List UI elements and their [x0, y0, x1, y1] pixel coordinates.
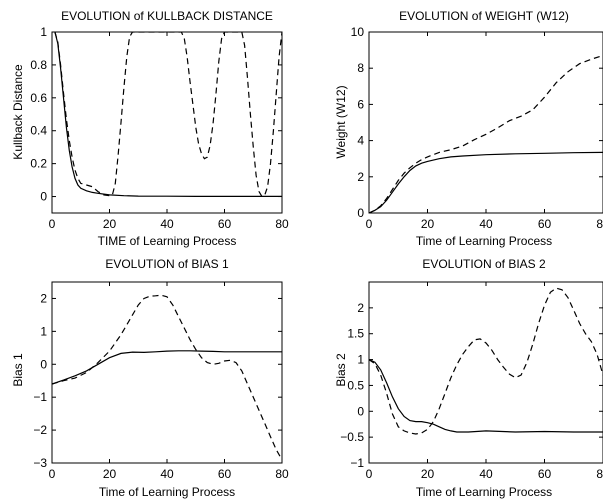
y-axis-label: Weight (W12)	[334, 85, 348, 158]
x-tick-label: 60	[538, 467, 552, 481]
y-tick-label: 1	[40, 324, 47, 338]
y-tick-label: −1	[33, 390, 47, 404]
series-line-dashed	[54, 32, 282, 198]
x-tick-label: 20	[103, 217, 117, 231]
y-tick-label: 1	[357, 353, 364, 367]
x-tick-label: 80	[275, 467, 289, 481]
subplot-bias1: EVOLUTION of BIAS 1 Time of Learning Pro…	[11, 257, 289, 499]
x-tick-label: 0	[366, 467, 373, 481]
series-group	[54, 32, 282, 198]
x-ticks: 0 20 40 60 80	[366, 282, 603, 481]
y-tick-label: 0.8	[30, 58, 47, 72]
y-tick-label: 0	[40, 357, 47, 371]
y-tick-label: 1	[40, 25, 47, 39]
x-ticks: 0 20 40 60 80	[49, 282, 289, 481]
y-ticks: −1 −0.5 0 0.5 1 1.5 2	[340, 301, 603, 470]
x-tick-label: 80	[275, 217, 289, 231]
y-ticks: 0 2 4 6 8 10	[351, 25, 603, 220]
x-axis-label: Time of Learning Process	[99, 485, 235, 499]
x-tick-label: 60	[538, 217, 552, 231]
y-tick-label: 1.5	[347, 327, 364, 341]
y-ticks: −3 −2 −1 0 1 2	[33, 291, 282, 470]
chart-title: EVOLUTION of KULLBACK DISTANCE	[61, 9, 273, 23]
x-axis-label: Time of Learning Process	[416, 234, 552, 248]
y-tick-label: −2	[33, 423, 47, 437]
x-ticks: 0 20 40 60 80	[49, 32, 289, 231]
y-tick-label: −0.5	[340, 430, 364, 444]
chart-title: EVOLUTION of WEIGHT (W12)	[399, 9, 569, 23]
x-tick-label: 40	[160, 217, 174, 231]
y-tick-label: 10	[351, 25, 365, 39]
x-tick-label: 0	[366, 217, 373, 231]
x-tick-label: 40	[160, 467, 174, 481]
x-tick-label: 20	[103, 467, 117, 481]
x-tick-label: 40	[479, 467, 493, 481]
x-tick-label: 80	[596, 467, 603, 481]
subplot-bias2: EVOLUTION of BIAS 2 Time of Learning Pro…	[334, 257, 603, 499]
series-line-solid	[52, 350, 282, 385]
series-group	[52, 294, 282, 460]
y-axis-label: Kullback Distance	[11, 64, 25, 160]
series-line-dashed	[369, 54, 603, 213]
plot-frame	[51, 281, 283, 464]
plot-frame	[51, 31, 283, 214]
series-line-solid	[54, 32, 282, 197]
x-tick-label: 60	[218, 467, 232, 481]
y-tick-label: −1	[350, 456, 364, 470]
series-line-dashed	[52, 294, 282, 460]
x-tick-label: 0	[49, 217, 56, 231]
series-line-solid	[369, 359, 603, 433]
plot-frame	[368, 281, 603, 464]
y-tick-label: 0.5	[347, 378, 364, 392]
y-axis-label: Bias 2	[334, 353, 348, 387]
chart-title: EVOLUTION of BIAS 1	[105, 257, 229, 271]
x-axis-label: TIME of Learning Process	[98, 234, 237, 248]
series-line-solid	[369, 151, 603, 213]
y-tick-label: 2	[40, 291, 47, 305]
x-tick-label: 20	[421, 467, 435, 481]
x-tick-label: 40	[479, 217, 493, 231]
series-group	[369, 287, 603, 435]
y-tick-label: −3	[33, 456, 47, 470]
subplot-kullback: EVOLUTION of KULLBACK DISTANCE TIME of L…	[11, 9, 289, 248]
plot-frame	[368, 31, 603, 214]
y-ticks: 0 0.2 0.4 0.6 0.8 1	[30, 25, 282, 204]
subplot-weight: EVOLUTION of WEIGHT (W12) Time of Learni…	[334, 9, 603, 248]
y-tick-label: 0.4	[30, 124, 47, 138]
series-group	[369, 54, 603, 213]
chart-title: EVOLUTION of BIAS 2	[422, 257, 546, 271]
series-line-dashed	[369, 287, 603, 435]
x-tick-label: 60	[218, 217, 232, 231]
y-tick-label: 2	[357, 170, 364, 184]
y-tick-label: 4	[357, 134, 364, 148]
y-tick-label: 0.2	[30, 157, 47, 171]
y-tick-label: 6	[357, 97, 364, 111]
y-tick-label: 0	[357, 206, 364, 220]
y-tick-label: 2	[357, 301, 364, 315]
y-tick-label: 0	[40, 190, 47, 204]
y-axis-label: Bias 1	[11, 353, 25, 387]
x-tick-label: 80	[596, 217, 603, 231]
y-tick-label: 0.6	[30, 91, 47, 105]
y-tick-label: 0	[357, 404, 364, 418]
y-tick-label: 8	[357, 61, 364, 75]
x-tick-label: 0	[49, 467, 56, 481]
x-axis-label: Time of Learning Process	[416, 485, 552, 499]
x-tick-label: 20	[421, 217, 435, 231]
x-ticks: 0 20 40 60 80	[366, 32, 603, 231]
